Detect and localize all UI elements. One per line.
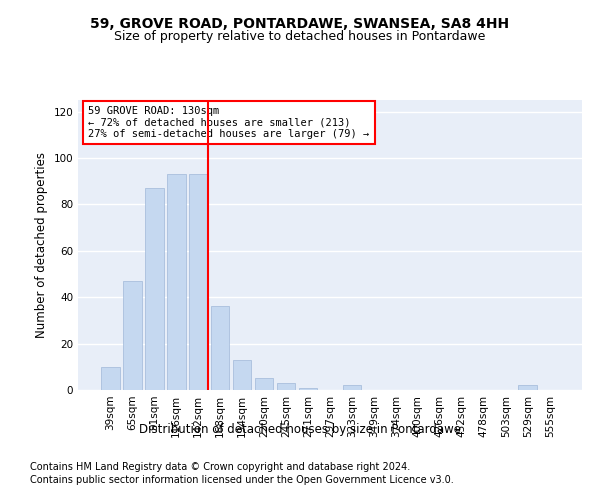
Bar	[233, 360, 251, 390]
Text: Contains public sector information licensed under the Open Government Licence v3: Contains public sector information licen…	[30, 475, 454, 485]
Bar	[189, 174, 208, 390]
Text: Size of property relative to detached houses in Pontardawe: Size of property relative to detached ho…	[115, 30, 485, 43]
Bar	[518, 386, 537, 390]
Bar	[255, 378, 274, 390]
Text: 59, GROVE ROAD, PONTARDAWE, SWANSEA, SA8 4HH: 59, GROVE ROAD, PONTARDAWE, SWANSEA, SA8…	[91, 18, 509, 32]
Text: Contains HM Land Registry data © Crown copyright and database right 2024.: Contains HM Land Registry data © Crown c…	[30, 462, 410, 472]
Bar	[343, 386, 361, 390]
Bar	[167, 174, 185, 390]
Text: Distribution of detached houses by size in Pontardawe: Distribution of detached houses by size …	[139, 422, 461, 436]
Text: 59 GROVE ROAD: 130sqm
← 72% of detached houses are smaller (213)
27% of semi-det: 59 GROVE ROAD: 130sqm ← 72% of detached …	[88, 106, 370, 139]
Bar	[211, 306, 229, 390]
Bar	[277, 383, 295, 390]
Bar	[101, 367, 119, 390]
Y-axis label: Number of detached properties: Number of detached properties	[35, 152, 48, 338]
Bar	[123, 281, 142, 390]
Bar	[299, 388, 317, 390]
Bar	[145, 188, 164, 390]
